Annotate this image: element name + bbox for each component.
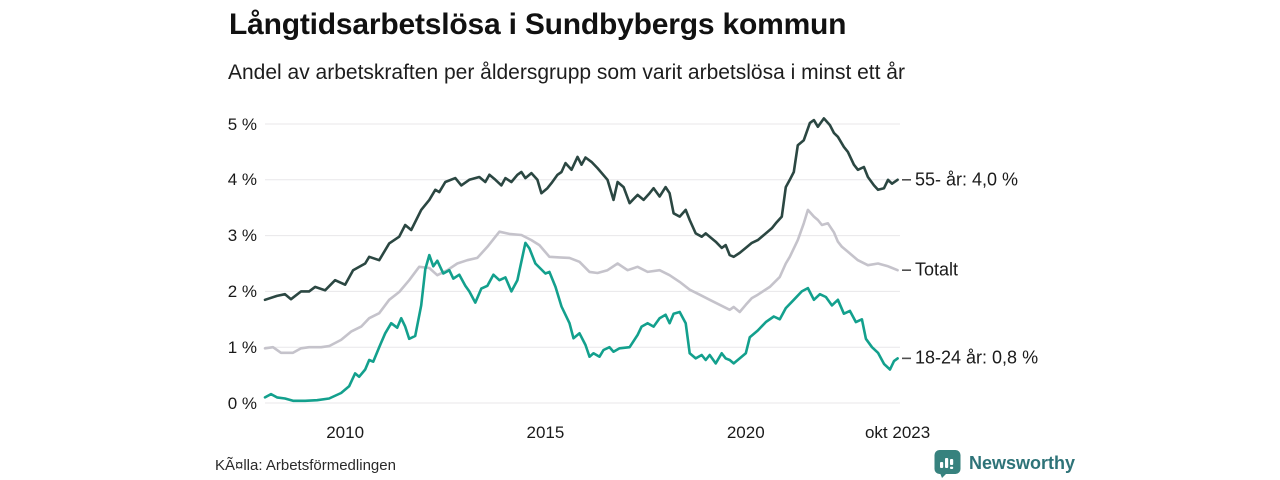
chart-subtitle: Andel av arbetskraften per åldersgrupp s… bbox=[228, 61, 905, 84]
newsworthy-logo-icon bbox=[934, 450, 961, 478]
newsworthy-brand-text: Newsworthy bbox=[969, 453, 1076, 473]
y-tick-label: 5 % bbox=[227, 114, 257, 134]
y-tick-label: 2 % bbox=[227, 281, 257, 301]
x-tick-label: 2010 bbox=[326, 423, 365, 442]
series-end-label-55-ar: 55- år: 4,0 % bbox=[915, 169, 1019, 190]
series-line-55-ar bbox=[263, 117, 899, 302]
y-tick-label: 1 % bbox=[227, 337, 257, 357]
newsworthy-brand: Newsworthy bbox=[934, 449, 1075, 478]
series-end-label-totalt: Totalt bbox=[915, 259, 959, 280]
page-title: Långtidsarbetslösa i Sundbybergs kommun bbox=[229, 8, 847, 41]
x-tick-label: okt 2023 bbox=[864, 423, 931, 442]
series-end-label-18-24-ar: 18-24 år: 0,8 % bbox=[915, 347, 1039, 368]
y-tick-label: 3 % bbox=[227, 226, 257, 246]
series-line-totalt bbox=[263, 208, 899, 355]
x-tick-label: 2015 bbox=[526, 423, 565, 442]
y-tick-label: 4 % bbox=[227, 170, 257, 190]
y-tick-label: 0 % bbox=[227, 393, 257, 413]
x-tick-label: 2020 bbox=[726, 423, 765, 442]
source-note: KÃ¤lla: Arbetsförmedlingen bbox=[215, 457, 396, 474]
series-line-18-24-ar bbox=[263, 241, 899, 403]
